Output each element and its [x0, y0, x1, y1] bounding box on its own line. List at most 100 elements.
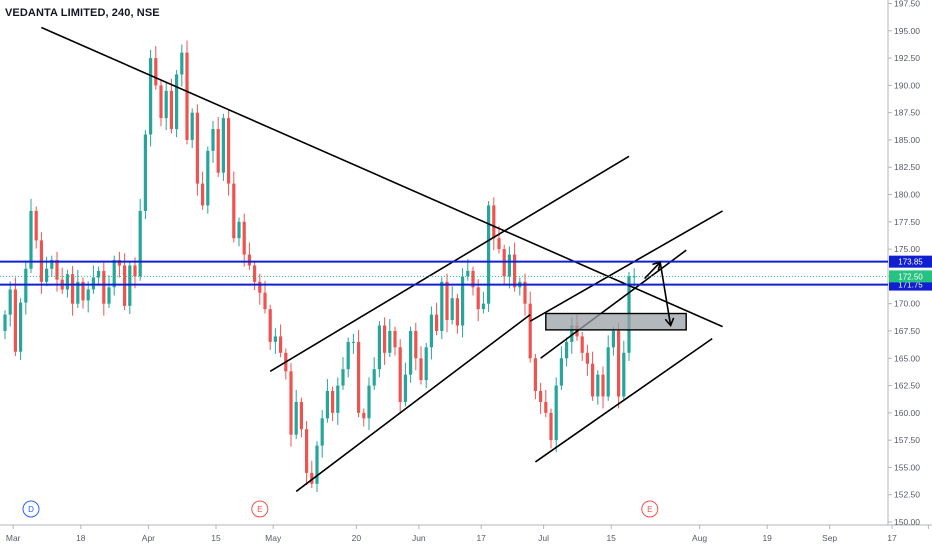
- candle-body: [367, 385, 371, 419]
- candle-body: [13, 289, 17, 352]
- candle-body: [461, 276, 465, 326]
- candle-body: [435, 314, 439, 331]
- candle-body: [289, 371, 293, 435]
- candle-body: [393, 330, 397, 348]
- event-badge[interactable]: [22, 500, 40, 518]
- candle-body: [481, 303, 485, 310]
- candle-body: [242, 221, 246, 255]
- price-label-text: 173.85: [898, 258, 923, 267]
- event-label: E: [257, 505, 262, 514]
- candle-body: [632, 276, 636, 278]
- y-tick-label: 157.50: [894, 435, 920, 445]
- y-tick-label: 152.50: [894, 490, 920, 500]
- event-label: D: [28, 505, 34, 514]
- candle-body: [263, 292, 267, 310]
- candle-body: [117, 260, 121, 266]
- candle-body: [123, 265, 127, 306]
- candle-body: [617, 330, 621, 397]
- candle-body: [29, 210, 33, 269]
- candle-body: [471, 270, 475, 288]
- candle-body: [346, 341, 350, 370]
- candle-body: [221, 118, 225, 173]
- candle-body: [398, 347, 402, 402]
- candle-body: [34, 210, 38, 241]
- candle-body: [388, 330, 392, 353]
- y-tick-label: 182.50: [894, 162, 920, 172]
- candle-body: [450, 298, 454, 321]
- candle-body: [216, 129, 220, 173]
- candle-body: [466, 270, 470, 277]
- candle-body: [622, 352, 626, 397]
- candle-body: [97, 270, 101, 278]
- candle-body: [201, 183, 205, 206]
- candle-body: [206, 150, 210, 206]
- candle-body: [362, 412, 366, 419]
- candle-body: [159, 85, 163, 119]
- candle-body: [591, 363, 595, 397]
- candle-body: [445, 281, 449, 321]
- y-tick-label: 177.50: [894, 217, 920, 227]
- candle-body: [419, 358, 423, 381]
- candle-body: [81, 281, 85, 301]
- candle-body: [377, 325, 381, 370]
- candle-body: [565, 341, 569, 359]
- x-tick-label: 17: [476, 533, 486, 543]
- candle-body: [227, 118, 231, 184]
- y-tick-label: 197.50: [894, 0, 920, 9]
- candle-body: [185, 52, 189, 140]
- price-label-badge: [889, 255, 932, 268]
- candle-body: [180, 52, 184, 75]
- candle-body: [164, 90, 168, 119]
- candle-body: [305, 429, 309, 473]
- candle-body: [585, 352, 589, 364]
- candle-body: [211, 129, 215, 151]
- candle-body: [429, 314, 433, 348]
- candle-body: [102, 270, 106, 304]
- candle-body: [149, 58, 153, 135]
- candle-body: [112, 260, 116, 288]
- candle-body: [544, 401, 548, 413]
- candle-body: [65, 274, 69, 290]
- arrow-head: [664, 317, 675, 328]
- candle-body: [611, 330, 615, 348]
- x-tick-label: 18: [76, 533, 86, 543]
- event-badge[interactable]: [251, 500, 269, 518]
- x-tick-label: 19: [762, 533, 772, 543]
- candle-body: [45, 268, 49, 282]
- candle-body: [533, 358, 537, 392]
- candle-body: [580, 336, 584, 353]
- candle-body: [143, 134, 147, 211]
- candle-body: [71, 274, 75, 304]
- y-tick-label: 180.00: [894, 190, 920, 200]
- candle-body: [502, 249, 506, 277]
- candle-body: [601, 374, 605, 397]
- candle-body: [273, 336, 277, 342]
- candle-body: [310, 472, 314, 484]
- y-tick-label: 162.50: [894, 381, 920, 391]
- candle-body: [237, 221, 241, 239]
- candle-body: [19, 302, 23, 352]
- event-badge[interactable]: [641, 500, 659, 518]
- candle-body: [487, 205, 491, 304]
- candle-body: [128, 265, 132, 306]
- y-tick-label: 160.00: [894, 408, 920, 418]
- x-tick-label: 20: [352, 533, 362, 543]
- event-label: E: [647, 505, 652, 514]
- y-tick-label: 167.50: [894, 326, 920, 336]
- zone-rectangle: [545, 312, 687, 331]
- trendline: [41, 26, 723, 328]
- candle-body: [268, 309, 272, 342]
- x-tick-label: 15: [606, 533, 616, 543]
- candle-body: [528, 303, 532, 359]
- price-label-badge: [889, 270, 932, 283]
- candle-body: [507, 254, 511, 277]
- candle-body: [315, 445, 319, 484]
- x-tick-label: Jul: [538, 533, 549, 543]
- trendline: [295, 313, 531, 493]
- candle-body: [455, 298, 459, 326]
- candle-body: [357, 341, 361, 413]
- candle-body: [440, 281, 444, 331]
- y-tick-label: 195.00: [894, 26, 920, 36]
